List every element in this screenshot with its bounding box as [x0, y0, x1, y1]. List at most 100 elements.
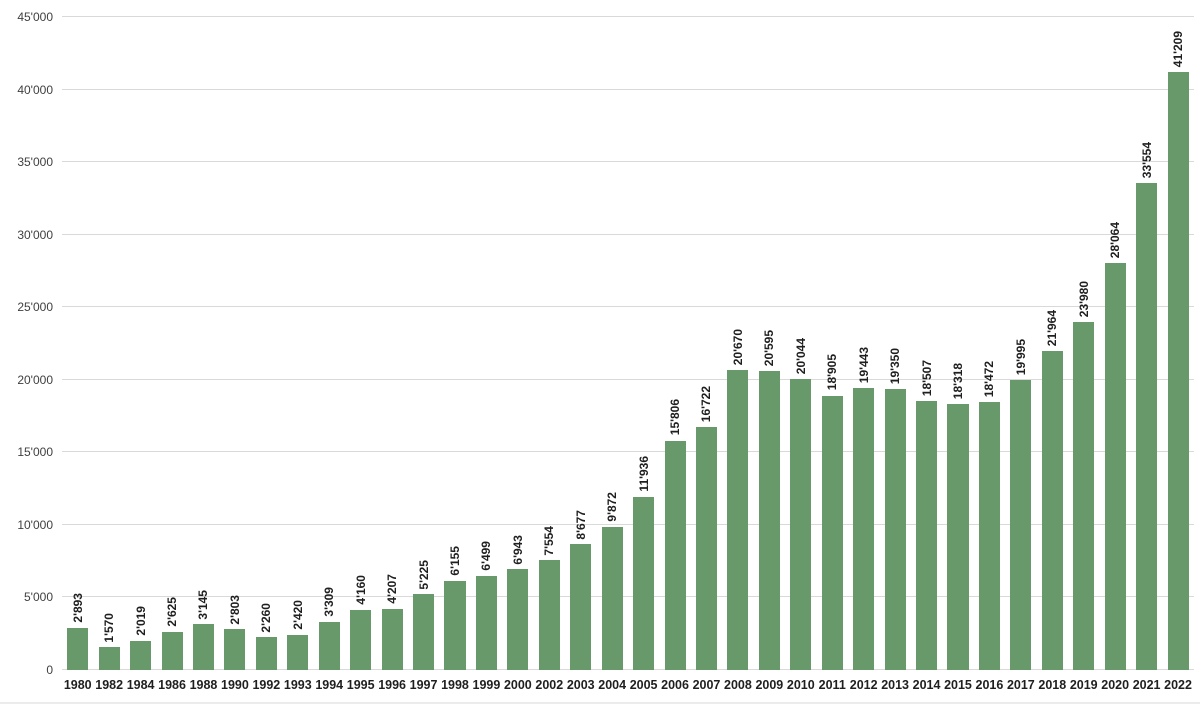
bar [1041, 351, 1063, 670]
bar-column: 3'309 [314, 17, 345, 670]
bar-column: 3'145 [188, 17, 219, 670]
gridline [62, 161, 1194, 163]
bar [475, 575, 497, 670]
bar-value-label: 18'472 [982, 360, 997, 397]
bar [1167, 72, 1189, 670]
x-axis-tick-label: 1988 [189, 678, 218, 692]
bar-value-label: 2'625 [165, 597, 180, 627]
x-axis-tick-label: 2020 [1101, 678, 1130, 692]
bar-value-label: 23'980 [1076, 280, 1091, 318]
x-axis-tick-label: 2009 [755, 678, 784, 692]
bar [633, 496, 655, 670]
bar [381, 608, 403, 670]
bar [224, 629, 246, 670]
bar-column: 2'625 [156, 17, 187, 670]
bar-column: 2'803 [219, 17, 250, 670]
bar [255, 637, 277, 670]
bar-column: 2'019 [125, 17, 156, 670]
bar-column: 9'872 [596, 17, 627, 670]
x-axis-tick-label: 1993 [283, 678, 312, 692]
gridline [62, 451, 1194, 453]
bar-column: 18'318 [942, 17, 973, 670]
bar [538, 560, 560, 670]
bar-column: 19'443 [848, 17, 879, 670]
bar [1073, 322, 1095, 670]
plot-area: 0 5'000 10'000 15'000 20'000 25'000 30'000 35'0… [17, 10, 1194, 677]
y-axis-tick-label: 25'000 [17, 300, 53, 315]
x-axis-tick-label: 2015 [944, 678, 972, 692]
x-axis-tick-label: 2000 [503, 678, 532, 692]
bar-value-label: 16'722 [699, 386, 714, 423]
x-axis-tick-label: 1982 [95, 678, 124, 692]
bar-column: 16'722 [691, 17, 722, 670]
x-axis-tick-label: 2016 [975, 678, 1004, 692]
bar [350, 609, 372, 670]
x-axis-tick-label: 1980 [63, 678, 92, 692]
gridline [62, 378, 1194, 380]
bar-column: 21'964 [1037, 17, 1068, 670]
bar-value-label: 9'872 [605, 492, 620, 522]
x-axis-tick-label: 1994 [315, 678, 344, 692]
bar-value-label: 20'044 [793, 337, 808, 375]
x-axis: 1980 1982 1984 1986 1988 1990 1992 1993 1994 1995… [62, 670, 1194, 702]
bar [853, 387, 875, 670]
x-axis-tick-label: 2005 [629, 678, 658, 692]
bar-column: 5'225 [408, 17, 439, 670]
x-axis-tick-label: 2004 [598, 678, 627, 692]
bar-column: 4'207 [376, 17, 407, 670]
gridline [62, 596, 1194, 598]
y-axis-tick-label: 15'000 [17, 445, 53, 460]
bar [98, 647, 120, 670]
bar [695, 427, 717, 670]
x-axis-tick-label: 1986 [158, 678, 186, 692]
bar-column: 6'943 [502, 17, 533, 670]
y-axis-tick-label: 45'000 [17, 10, 53, 24]
x-axis-tick-label: 2011 [818, 678, 846, 692]
bar-value-label: 2'260 [259, 602, 274, 633]
x-axis-tick-label: 2003 [566, 678, 595, 692]
bar-value-label: 6'155 [447, 546, 462, 576]
x-axis-tick-label: 1992 [252, 678, 281, 692]
bar-value-label: 20'595 [762, 329, 777, 367]
bar-column: 6'155 [439, 17, 470, 670]
bar-value-label: 2'893 [70, 593, 85, 624]
bar-value-label: 28'064 [1108, 221, 1123, 258]
bar-column: 23'980 [1068, 17, 1099, 670]
bar [287, 634, 309, 670]
bar-column: 1'570 [93, 17, 124, 670]
bar-column: 2'420 [282, 17, 313, 670]
bar-value-label: 5'225 [416, 559, 431, 590]
x-axis-tick-label: 2007 [692, 678, 721, 692]
bar [192, 624, 214, 670]
bar-value-label: 2'803 [227, 594, 242, 625]
bar-value-label: 19'443 [856, 346, 871, 383]
x-axis-tick-label: 1990 [221, 678, 249, 692]
bar-column: 7'554 [534, 17, 565, 670]
x-axis-tick-label: 1996 [378, 678, 406, 692]
bar-column: 33'554 [1131, 17, 1162, 670]
bar [978, 401, 1000, 670]
bar-value-label: 18'507 [919, 360, 934, 397]
bar [821, 395, 843, 670]
bar-value-label: 19'350 [888, 347, 903, 385]
bar [318, 621, 340, 670]
gridline [62, 669, 1194, 670]
y-axis-tick-label: 35'000 [17, 155, 53, 170]
bar-column: 20'044 [785, 17, 816, 670]
bar [916, 401, 938, 670]
bar-value-label: 2'420 [290, 600, 305, 630]
bar-column: 2'260 [251, 17, 282, 670]
bar-column: 19'995 [1005, 17, 1036, 670]
bar [161, 631, 183, 670]
bar-value-label: 20'670 [730, 328, 745, 366]
y-axis-tick-label: 5'000 [24, 590, 53, 605]
bar-value-label: 18'318 [950, 362, 965, 400]
x-axis-tick-label: 1997 [409, 678, 438, 692]
gridline [62, 523, 1194, 525]
bar-value-label: 41'209 [1171, 30, 1186, 68]
bar-column: 19'350 [879, 17, 910, 670]
bar [507, 569, 529, 670]
bar [1136, 183, 1158, 670]
bar-column: 15'806 [659, 17, 690, 670]
x-axis-tick-label: 2018 [1038, 678, 1067, 692]
